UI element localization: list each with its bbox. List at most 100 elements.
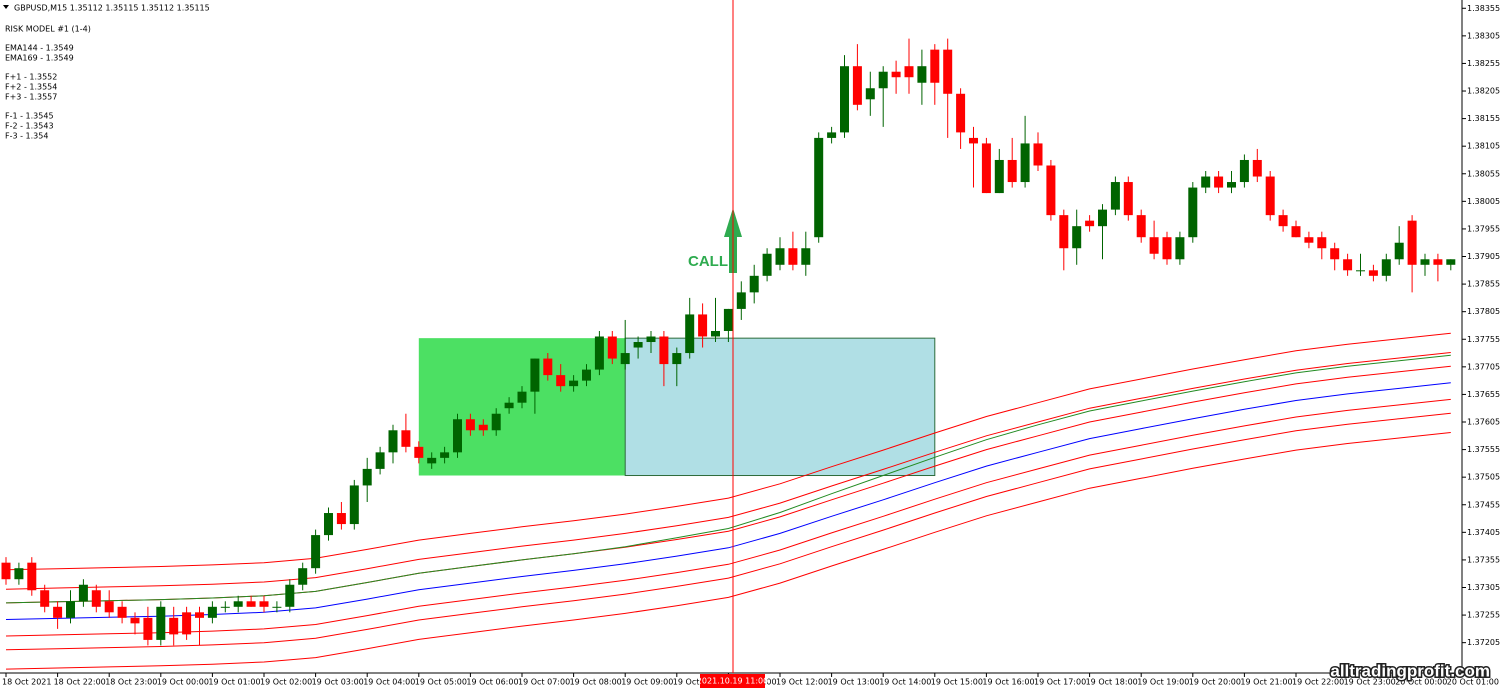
x-tick-label: 19 Oct 02:00: [260, 678, 312, 687]
candle-body: [233, 601, 243, 607]
candle-body: [736, 292, 746, 309]
candle-body: [904, 66, 914, 78]
cursor-label: 2021.10.19 11:00: [697, 677, 768, 686]
x-tick-label: 18 Oct 22:00: [54, 678, 106, 687]
candle-body: [1330, 248, 1340, 260]
y-tick-label: 1.37805: [1467, 307, 1500, 316]
candle-body: [1343, 259, 1353, 271]
candle-body: [633, 342, 643, 348]
indicator-line: [5, 412, 1451, 651]
indicator-line: [5, 432, 1451, 670]
x-tick-label: 19 Oct 03:00: [312, 678, 364, 687]
candle-body: [375, 452, 385, 469]
chart-title: GBPUSD,M15 1.35112 1.35115 1.35112 1.351…: [14, 4, 210, 13]
candle-body: [1356, 270, 1365, 272]
candle-body: [453, 419, 462, 453]
y-tick-label: 1.37905: [1467, 252, 1500, 261]
candle-body: [195, 612, 204, 618]
y-tick-label: 1.37405: [1467, 528, 1500, 537]
candle-body: [1149, 237, 1159, 254]
info-line: EMA144 - 1.3549: [5, 44, 74, 53]
y-tick-label: 1.38105: [1467, 142, 1500, 151]
candle-body: [1278, 215, 1288, 227]
indicator-line: [5, 332, 1451, 571]
candle-body: [956, 93, 966, 133]
x-tick-label: 19 Oct 07:00: [518, 678, 570, 687]
x-tick-label: 18 Oct 23:00: [105, 678, 157, 687]
x-tick-label: 19 Oct 22:00: [1292, 678, 1344, 687]
y-tick-label: 1.38055: [1467, 169, 1500, 178]
y-tick-label: 1.37355: [1467, 555, 1500, 564]
candle-body: [272, 606, 282, 608]
y-tick-label: 1.38205: [1467, 87, 1500, 96]
axes: 1.38355 1.38305 1.38255 1.38205 1.38155 1.381…: [2, 4, 1500, 687]
candle-body: [1201, 176, 1211, 188]
candle-body: [143, 617, 153, 640]
x-tick-label: 19 Oct 18:00: [1086, 678, 1138, 687]
y-tick-label: 1.38255: [1467, 59, 1500, 68]
y-tick-label: 1.37855: [1467, 280, 1500, 289]
candle-body: [246, 601, 256, 607]
candle-body: [1239, 159, 1249, 183]
info-line: F+1 - 1.3552: [5, 73, 57, 82]
candle-body: [801, 248, 811, 265]
candle-body: [878, 71, 888, 89]
x-tick-label: 19 Oct 21:00: [1240, 678, 1292, 687]
candle-body: [1162, 237, 1172, 260]
info-line: RISK MODEL #1 (1-4): [5, 25, 91, 34]
candle-body: [388, 430, 398, 453]
y-tick-label: 1.37255: [1467, 611, 1500, 620]
candle-body: [324, 513, 333, 536]
candle-body: [1123, 182, 1133, 216]
candle-body: [478, 424, 488, 431]
candle-body: [1136, 215, 1146, 238]
candle-body: [917, 66, 927, 83]
candle-body: [930, 49, 940, 83]
candle-body: [1227, 182, 1236, 188]
candle-body: [427, 457, 437, 464]
candle-body: [1214, 176, 1224, 188]
info-line: F+2 - 1.3554: [5, 83, 57, 92]
candle-body: [1368, 270, 1378, 276]
y-tick-label: 1.38305: [1467, 31, 1500, 40]
x-tick-label: 19 Oct 19:00: [1137, 678, 1189, 687]
indicator-line: [5, 354, 1451, 604]
candle-body: [504, 402, 514, 409]
candle-body: [104, 601, 114, 613]
y-tick-label: 1.37755: [1467, 335, 1500, 344]
candle-body: [943, 49, 953, 94]
x-tick-label: 19 Oct 08:00: [570, 678, 622, 687]
candle-body: [1433, 259, 1443, 265]
y-tick-label: 1.37555: [1467, 445, 1500, 454]
candle-body: [517, 391, 527, 403]
info-line: F-2 - 1.3543: [5, 122, 54, 131]
candle-body: [1420, 259, 1430, 265]
candle-body: [1291, 226, 1301, 238]
candle-body: [1446, 259, 1456, 265]
indicator-lines: [5, 332, 1451, 670]
y-tick-label: 1.37705: [1467, 362, 1500, 371]
candle-body: [556, 375, 566, 387]
candle-body: [814, 137, 824, 238]
candle-body: [1317, 237, 1327, 249]
indicator-line: [5, 382, 1451, 620]
x-tick-label: 19 Oct 17:00: [1034, 678, 1086, 687]
candle-body: [1007, 159, 1017, 183]
x-tick-label: 19 Oct 04:00: [363, 678, 415, 687]
candle-body: [723, 308, 733, 331]
candle-body: [169, 617, 179, 635]
x-tick-label: 19 Oct 01:00: [208, 678, 260, 687]
x-tick-label: 19 Oct 16:00: [982, 678, 1034, 687]
x-tick-label: 19 Oct 20:00: [1189, 678, 1241, 687]
candle-body: [40, 590, 50, 607]
indicator-line: [5, 398, 1451, 637]
y-tick-label: 1.38155: [1467, 114, 1500, 123]
candle-body: [711, 330, 720, 337]
candle-body: [53, 606, 63, 618]
y-tick-label: 1.38005: [1467, 197, 1500, 206]
x-tick-label: 19 Oct 00:00: [157, 678, 209, 687]
info-line: F-1 - 1.3545: [5, 112, 54, 121]
candle-body: [414, 446, 424, 458]
candle-body: [1110, 182, 1120, 210]
candle-body: [852, 66, 862, 105]
